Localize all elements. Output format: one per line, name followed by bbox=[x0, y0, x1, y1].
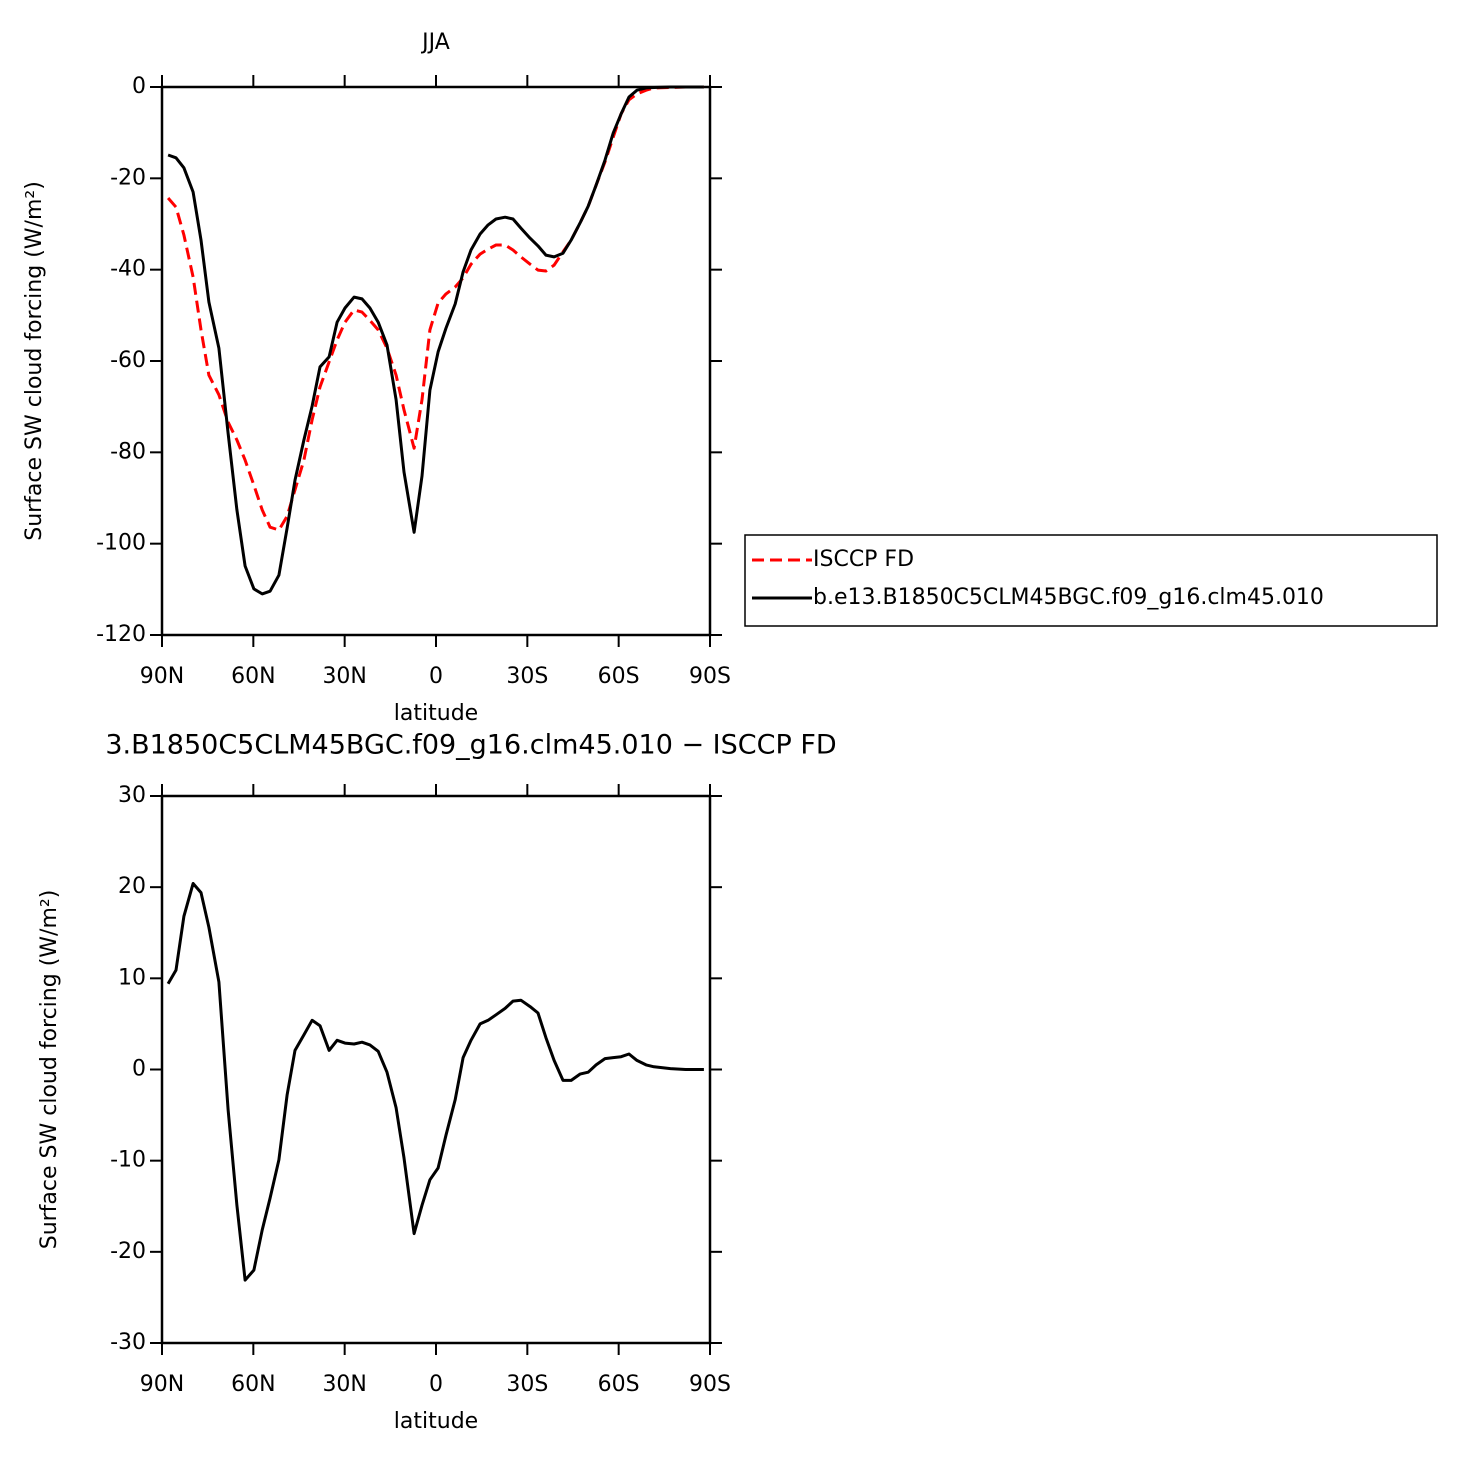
x-tick-label: 0 bbox=[429, 664, 443, 689]
y-axis-label: Surface SW cloud forcing (W/m²) bbox=[37, 890, 62, 1250]
x-tick-label: 60S bbox=[598, 664, 640, 689]
y-tick-label: -20 bbox=[110, 1239, 146, 1264]
x-tick-label: 90N bbox=[140, 664, 184, 689]
y-tick-label: 30 bbox=[118, 783, 146, 808]
y-tick-label: -80 bbox=[110, 439, 146, 464]
y-tick-label: -100 bbox=[96, 531, 146, 556]
y-tick-label: 20 bbox=[118, 874, 146, 899]
y-tick-label: 10 bbox=[118, 965, 146, 990]
y-tick-label: -10 bbox=[110, 1148, 146, 1173]
y-tick-label: 0 bbox=[132, 1057, 146, 1082]
y-tick-label: -30 bbox=[110, 1330, 146, 1355]
y-tick-label: 0 bbox=[132, 74, 146, 99]
y-tick-label: -120 bbox=[96, 622, 146, 647]
y-tick-label: -60 bbox=[110, 348, 146, 373]
x-tick-label: 90S bbox=[689, 1372, 731, 1397]
x-tick-label: 60S bbox=[598, 1372, 640, 1397]
data-line bbox=[166, 85, 704, 532]
x-tick-label: 60N bbox=[231, 664, 275, 689]
legend-box bbox=[744, 534, 1438, 627]
y-tick-label: -20 bbox=[110, 165, 146, 190]
data-line bbox=[166, 882, 704, 1282]
y-tick-label: -40 bbox=[110, 257, 146, 282]
x-tick-label: 90N bbox=[140, 1372, 184, 1397]
x-tick-label: 60N bbox=[231, 1372, 275, 1397]
chart-title: 3.B1850C5CLM45BGC.f09_g16.clm45.010 − IS… bbox=[105, 730, 836, 761]
x-tick-label: 30S bbox=[506, 664, 548, 689]
legend-label: b.e13.B1850C5CLM45BGC.f09_g16.clm45.010 bbox=[813, 585, 1324, 610]
x-axis-label: latitude bbox=[394, 1409, 478, 1434]
x-tick-label: 30N bbox=[322, 1372, 366, 1397]
data-line bbox=[167, 85, 704, 596]
chart-title: JJA bbox=[420, 30, 450, 55]
x-tick-label: 90S bbox=[689, 664, 731, 689]
x-tick-label: 30N bbox=[322, 664, 366, 689]
y-axis-label: Surface SW cloud forcing (W/m²) bbox=[22, 181, 47, 541]
legend-label: ISCCP FD bbox=[813, 547, 914, 572]
x-axis-label: latitude bbox=[394, 701, 478, 726]
x-tick-label: 30S bbox=[506, 1372, 548, 1397]
x-tick-label: 0 bbox=[429, 1372, 443, 1397]
